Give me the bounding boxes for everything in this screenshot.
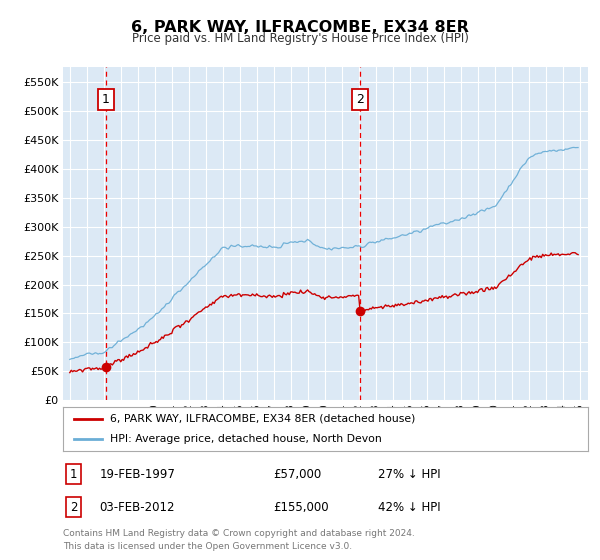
Text: £57,000: £57,000 xyxy=(273,468,321,480)
Text: HPI: Average price, detached house, North Devon: HPI: Average price, detached house, Nort… xyxy=(110,434,382,444)
Text: Contains HM Land Registry data © Crown copyright and database right 2024.: Contains HM Land Registry data © Crown c… xyxy=(63,529,415,538)
Text: This data is licensed under the Open Government Licence v3.0.: This data is licensed under the Open Gov… xyxy=(63,542,352,550)
Text: Price paid vs. HM Land Registry's House Price Index (HPI): Price paid vs. HM Land Registry's House … xyxy=(131,32,469,45)
Text: 42% ↓ HPI: 42% ↓ HPI xyxy=(378,501,440,514)
Text: 2: 2 xyxy=(356,92,364,106)
Text: 2: 2 xyxy=(70,501,77,514)
Text: 27% ↓ HPI: 27% ↓ HPI xyxy=(378,468,440,480)
Text: 1: 1 xyxy=(70,468,77,480)
Text: 19-FEB-1997: 19-FEB-1997 xyxy=(100,468,176,480)
Text: 03-FEB-2012: 03-FEB-2012 xyxy=(100,501,175,514)
Text: £155,000: £155,000 xyxy=(273,501,329,514)
Text: 6, PARK WAY, ILFRACOMBE, EX34 8ER (detached house): 6, PARK WAY, ILFRACOMBE, EX34 8ER (detac… xyxy=(110,414,416,424)
Text: 6, PARK WAY, ILFRACOMBE, EX34 8ER: 6, PARK WAY, ILFRACOMBE, EX34 8ER xyxy=(131,20,469,35)
Text: 1: 1 xyxy=(102,92,110,106)
